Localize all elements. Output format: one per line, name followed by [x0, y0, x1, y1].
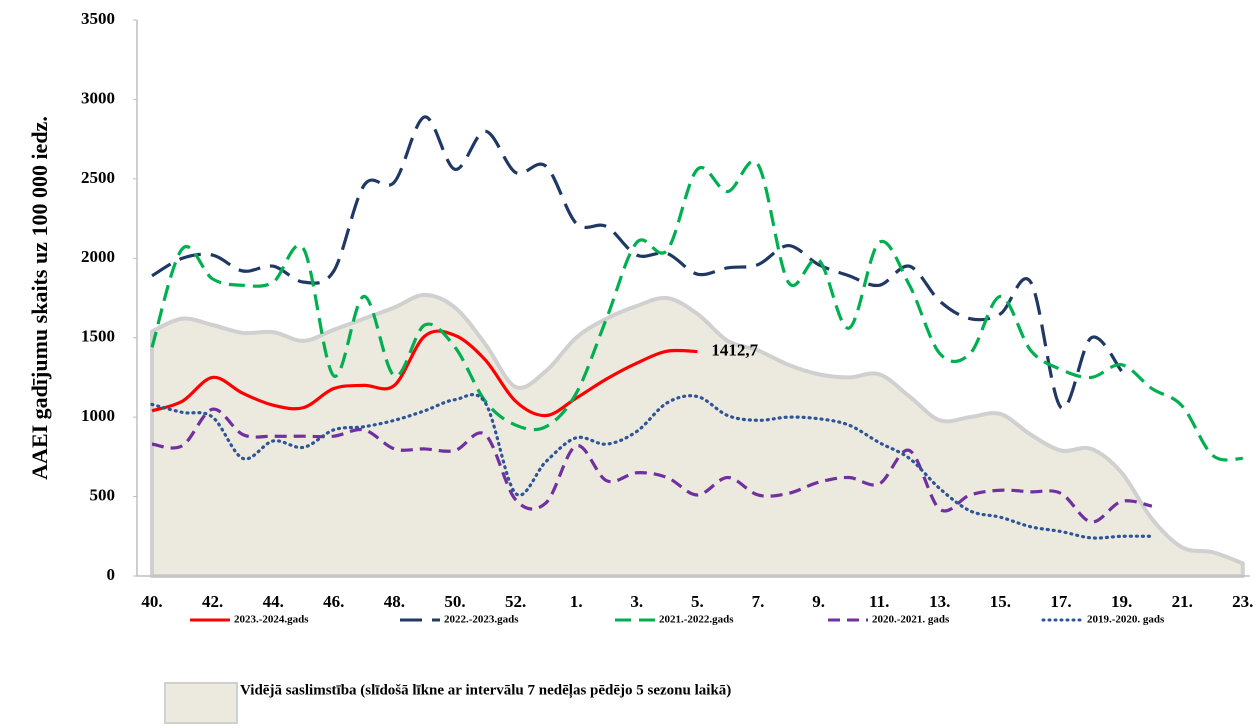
legend-label: 2020.-2021. gads	[872, 614, 950, 626]
average-area	[150, 292, 1245, 578]
y-tick-label: 2500	[81, 168, 115, 187]
x-tick-label: 21.	[1172, 592, 1193, 611]
legend-label: 2019.-2020. gads	[1087, 614, 1165, 626]
x-tick-label: 44.	[263, 592, 284, 611]
legend-label: 2022.-2023.gads	[444, 614, 519, 626]
y-tick-label: 1500	[81, 327, 115, 346]
y-tick-label: 1000	[81, 406, 115, 425]
x-tick-label: 23.	[1232, 592, 1253, 611]
x-tick-label: 3.	[630, 592, 643, 611]
y-axis-title: AAEI gadījumu skaits uz 100 000 iedz.	[27, 116, 52, 480]
legend-label: 2023.-2024.gads	[234, 614, 309, 626]
legend-label: Vidējā saslimstība (slīdošā līkne ar int…	[240, 682, 731, 698]
series-line	[151, 115, 1123, 410]
x-tick-label: 7.	[752, 592, 765, 611]
x-tick-label: 52.	[505, 592, 526, 611]
y-tick-label: 0	[107, 565, 116, 584]
y-tick-label: 3000	[81, 88, 115, 107]
x-tick-label: 46.	[323, 592, 344, 611]
x-tick-label: 48.	[384, 592, 405, 611]
series-line	[151, 407, 1153, 524]
y-tick-label: 500	[90, 485, 116, 504]
x-tick-label: 19.	[1111, 592, 1132, 611]
x-tick-label: 15.	[990, 592, 1011, 611]
data-label: 1412,7	[711, 340, 758, 359]
y-tick-label: 2000	[81, 247, 115, 266]
legend-label: 2021.-2022.gads	[659, 614, 734, 626]
x-tick-label: 11.	[869, 592, 889, 611]
series-line	[150, 159, 1243, 462]
x-tick-label: 17.	[1050, 592, 1071, 611]
x-tick-label: 42.	[202, 592, 223, 611]
x-tick-label: 1.	[570, 592, 583, 611]
x-tick-label: 40.	[141, 592, 162, 611]
series-line	[151, 329, 698, 418]
x-tick-label: 50.	[444, 592, 465, 611]
x-tick-label: 13.	[929, 592, 950, 611]
x-tick-label: 5.	[691, 592, 704, 611]
series-line	[150, 393, 1154, 540]
x-tick-label: 9.	[812, 592, 825, 611]
legend-swatch	[164, 682, 238, 724]
y-tick-label: 3500	[81, 9, 115, 28]
